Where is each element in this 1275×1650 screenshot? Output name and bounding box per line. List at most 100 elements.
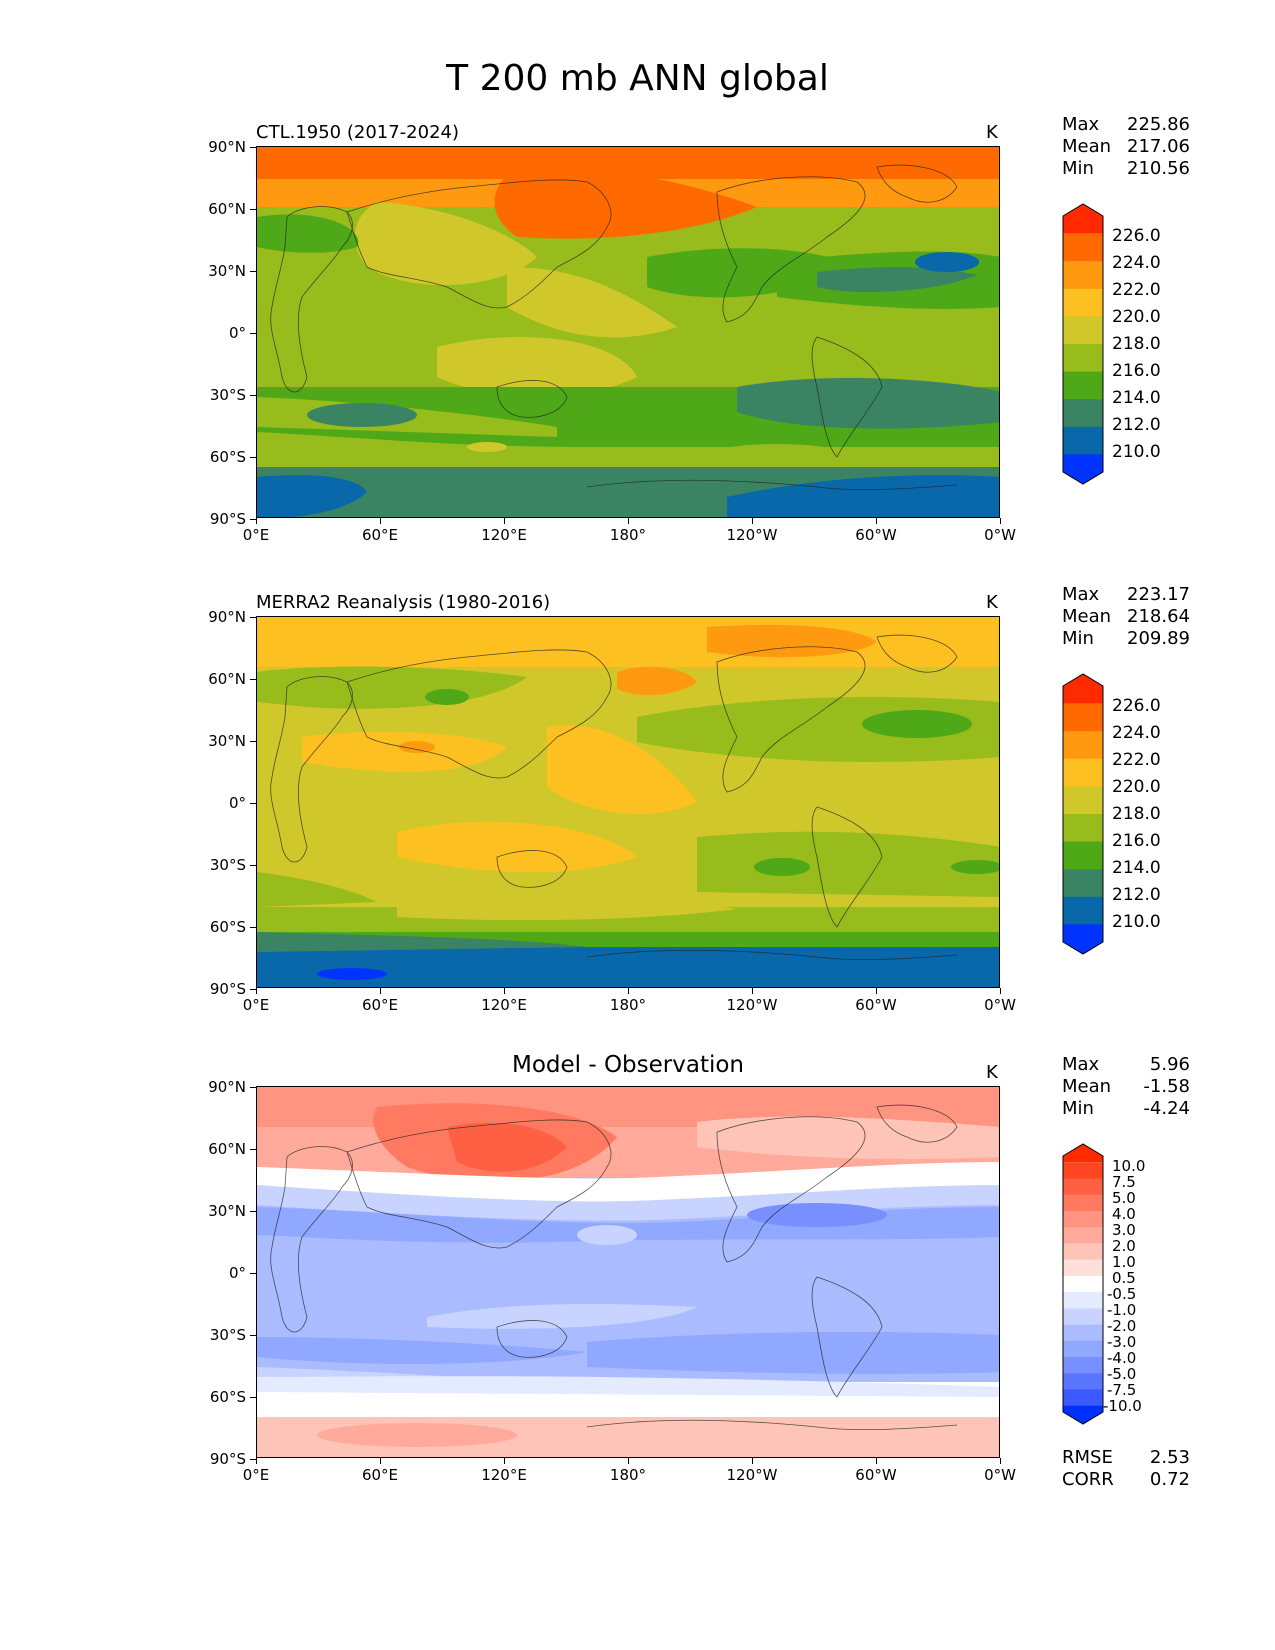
colorbar-label: 210.0	[1112, 442, 1161, 462]
footer-value: 0.72	[1149, 1469, 1190, 1490]
panel-observation: MERRA2 Reanalysis (1980-2016) K	[0, 584, 1275, 1044]
colorbar-label: 224.0	[1112, 723, 1161, 743]
stat-value: -1.58	[1143, 1076, 1190, 1097]
xtick-label: 60°E	[340, 518, 420, 544]
map-model	[256, 146, 1000, 518]
panel-model: CTL.1950 (2017-2024) K	[0, 114, 1275, 574]
colorbar-band	[1063, 1357, 1103, 1374]
xtick-label: 120°E	[464, 518, 544, 544]
stat-label: Max	[1062, 114, 1100, 135]
colorbar-band	[1063, 924, 1103, 954]
ytick-label: 30°N	[190, 732, 256, 750]
colorbar-band	[1063, 869, 1103, 898]
colorbar-band	[1063, 1373, 1103, 1391]
colorbar-band	[1063, 674, 1103, 704]
stat-label: Mean	[1062, 136, 1112, 157]
map-difference	[256, 1086, 1000, 1458]
footer-value: 2.53	[1149, 1447, 1190, 1468]
ytick-label: 90°S	[190, 510, 256, 528]
colorbar-band	[1063, 344, 1103, 373]
colorbar-band	[1063, 1227, 1103, 1244]
colorbar-label: 10.0	[1112, 1157, 1146, 1175]
colorbar-label: 220.0	[1112, 307, 1161, 327]
stat-label: Max	[1062, 584, 1100, 605]
colorbar-label: 0.5	[1112, 1269, 1136, 1287]
colorbar-band	[1063, 1324, 1103, 1342]
ytick-label: 90°N	[190, 608, 256, 626]
rmse-corr-block: RMSE 2.53 CORR 0.72	[1062, 1447, 1190, 1491]
colorbar-label: 7.5	[1112, 1173, 1136, 1191]
colorbar-label: -3.0	[1107, 1333, 1137, 1351]
stat-label: Mean	[1062, 1076, 1112, 1097]
colorbar-label: -5.0	[1107, 1365, 1137, 1383]
colorbar-label: 224.0	[1112, 253, 1161, 273]
colorbar	[1062, 203, 1104, 485]
ytick-label: 60°S	[190, 448, 256, 466]
ytick-label: 60°S	[190, 918, 256, 936]
colorbar-outline	[1062, 203, 1104, 485]
colorbar-label: 214.0	[1112, 388, 1161, 408]
colorbar-band	[1063, 288, 1103, 317]
colorbar-label: 220.0	[1112, 777, 1161, 797]
xtick-label: 120°E	[464, 1458, 544, 1484]
ytick-label: 60°N	[190, 1140, 256, 1158]
colorbar-band	[1063, 1194, 1103, 1212]
xtick-label: 180°	[588, 1458, 668, 1484]
xtick-label: 0°W	[960, 988, 1040, 1014]
colorbar-band	[1063, 703, 1103, 732]
colorbar-band	[1063, 758, 1103, 787]
colorbar-label: 218.0	[1112, 804, 1161, 824]
panel-title: Model - Observation	[511, 1052, 745, 1078]
footer-label: CORR	[1062, 1469, 1114, 1490]
colorbar-outline	[1062, 673, 1104, 955]
xtick-label: 0°E	[216, 988, 296, 1014]
xtick-label: 60°W	[836, 1458, 916, 1484]
stat-value: 223.17	[1127, 584, 1190, 605]
units-label: K	[986, 592, 998, 613]
colorbar-label: -7.5	[1107, 1381, 1137, 1399]
xtick-label: 60°W	[836, 518, 916, 544]
colorbar-band	[1063, 1275, 1103, 1293]
colorbar-band	[1063, 896, 1103, 925]
panel-title: MERRA2 Reanalysis (1980-2016)	[256, 592, 551, 613]
panel-difference: Model - Observation K	[0, 1052, 1275, 1514]
stat-label: Min	[1062, 158, 1094, 179]
xtick-label: 180°	[588, 518, 668, 544]
ytick-label: 0°	[190, 1264, 256, 1282]
ytick-label: 90°S	[190, 1450, 256, 1468]
ytick-label: 30°N	[190, 262, 256, 280]
colorbar-label: 4.0	[1112, 1205, 1136, 1223]
colorbar-band	[1063, 1210, 1103, 1228]
stat-label: Min	[1062, 628, 1094, 649]
xtick-label: 60°W	[836, 988, 916, 1014]
colorbar-outline	[1062, 1143, 1104, 1425]
colorbar-band	[1063, 814, 1103, 843]
stat-value: 217.06	[1127, 136, 1190, 157]
colorbar	[1062, 673, 1104, 955]
colorbar-band	[1063, 454, 1103, 484]
colorbar-label: 3.0	[1112, 1221, 1136, 1239]
figure-title: T 200 mb ANN global	[446, 58, 829, 99]
colorbar-band	[1063, 261, 1103, 290]
ytick-label: 30°S	[190, 386, 256, 404]
colorbar-label: -10.0	[1103, 1397, 1142, 1415]
colorbar-label: 1.0	[1112, 1253, 1136, 1271]
xtick-label: 0°E	[216, 1458, 296, 1484]
xtick-label: 120°W	[712, 518, 792, 544]
stat-value: 5.96	[1149, 1054, 1190, 1075]
colorbar-band	[1063, 1340, 1103, 1358]
colorbar-band	[1063, 1308, 1103, 1326]
ytick-label: 0°	[190, 324, 256, 342]
colorbar-label: 226.0	[1112, 696, 1161, 716]
colorbar-band	[1063, 1178, 1103, 1196]
colorbar-band	[1063, 841, 1103, 870]
colorbar-band	[1063, 426, 1103, 455]
ytick-label: 60°N	[190, 200, 256, 218]
colorbar	[1062, 1143, 1104, 1425]
stats-block: Max 223.17 Mean 218.64 Min 209.89	[1062, 584, 1190, 650]
xtick-label: 120°E	[464, 988, 544, 1014]
xtick-label: 120°W	[712, 1458, 792, 1484]
ytick-label: 60°S	[190, 1388, 256, 1406]
colorbar-band	[1063, 786, 1103, 815]
colorbar-label: 2.0	[1112, 1237, 1136, 1255]
